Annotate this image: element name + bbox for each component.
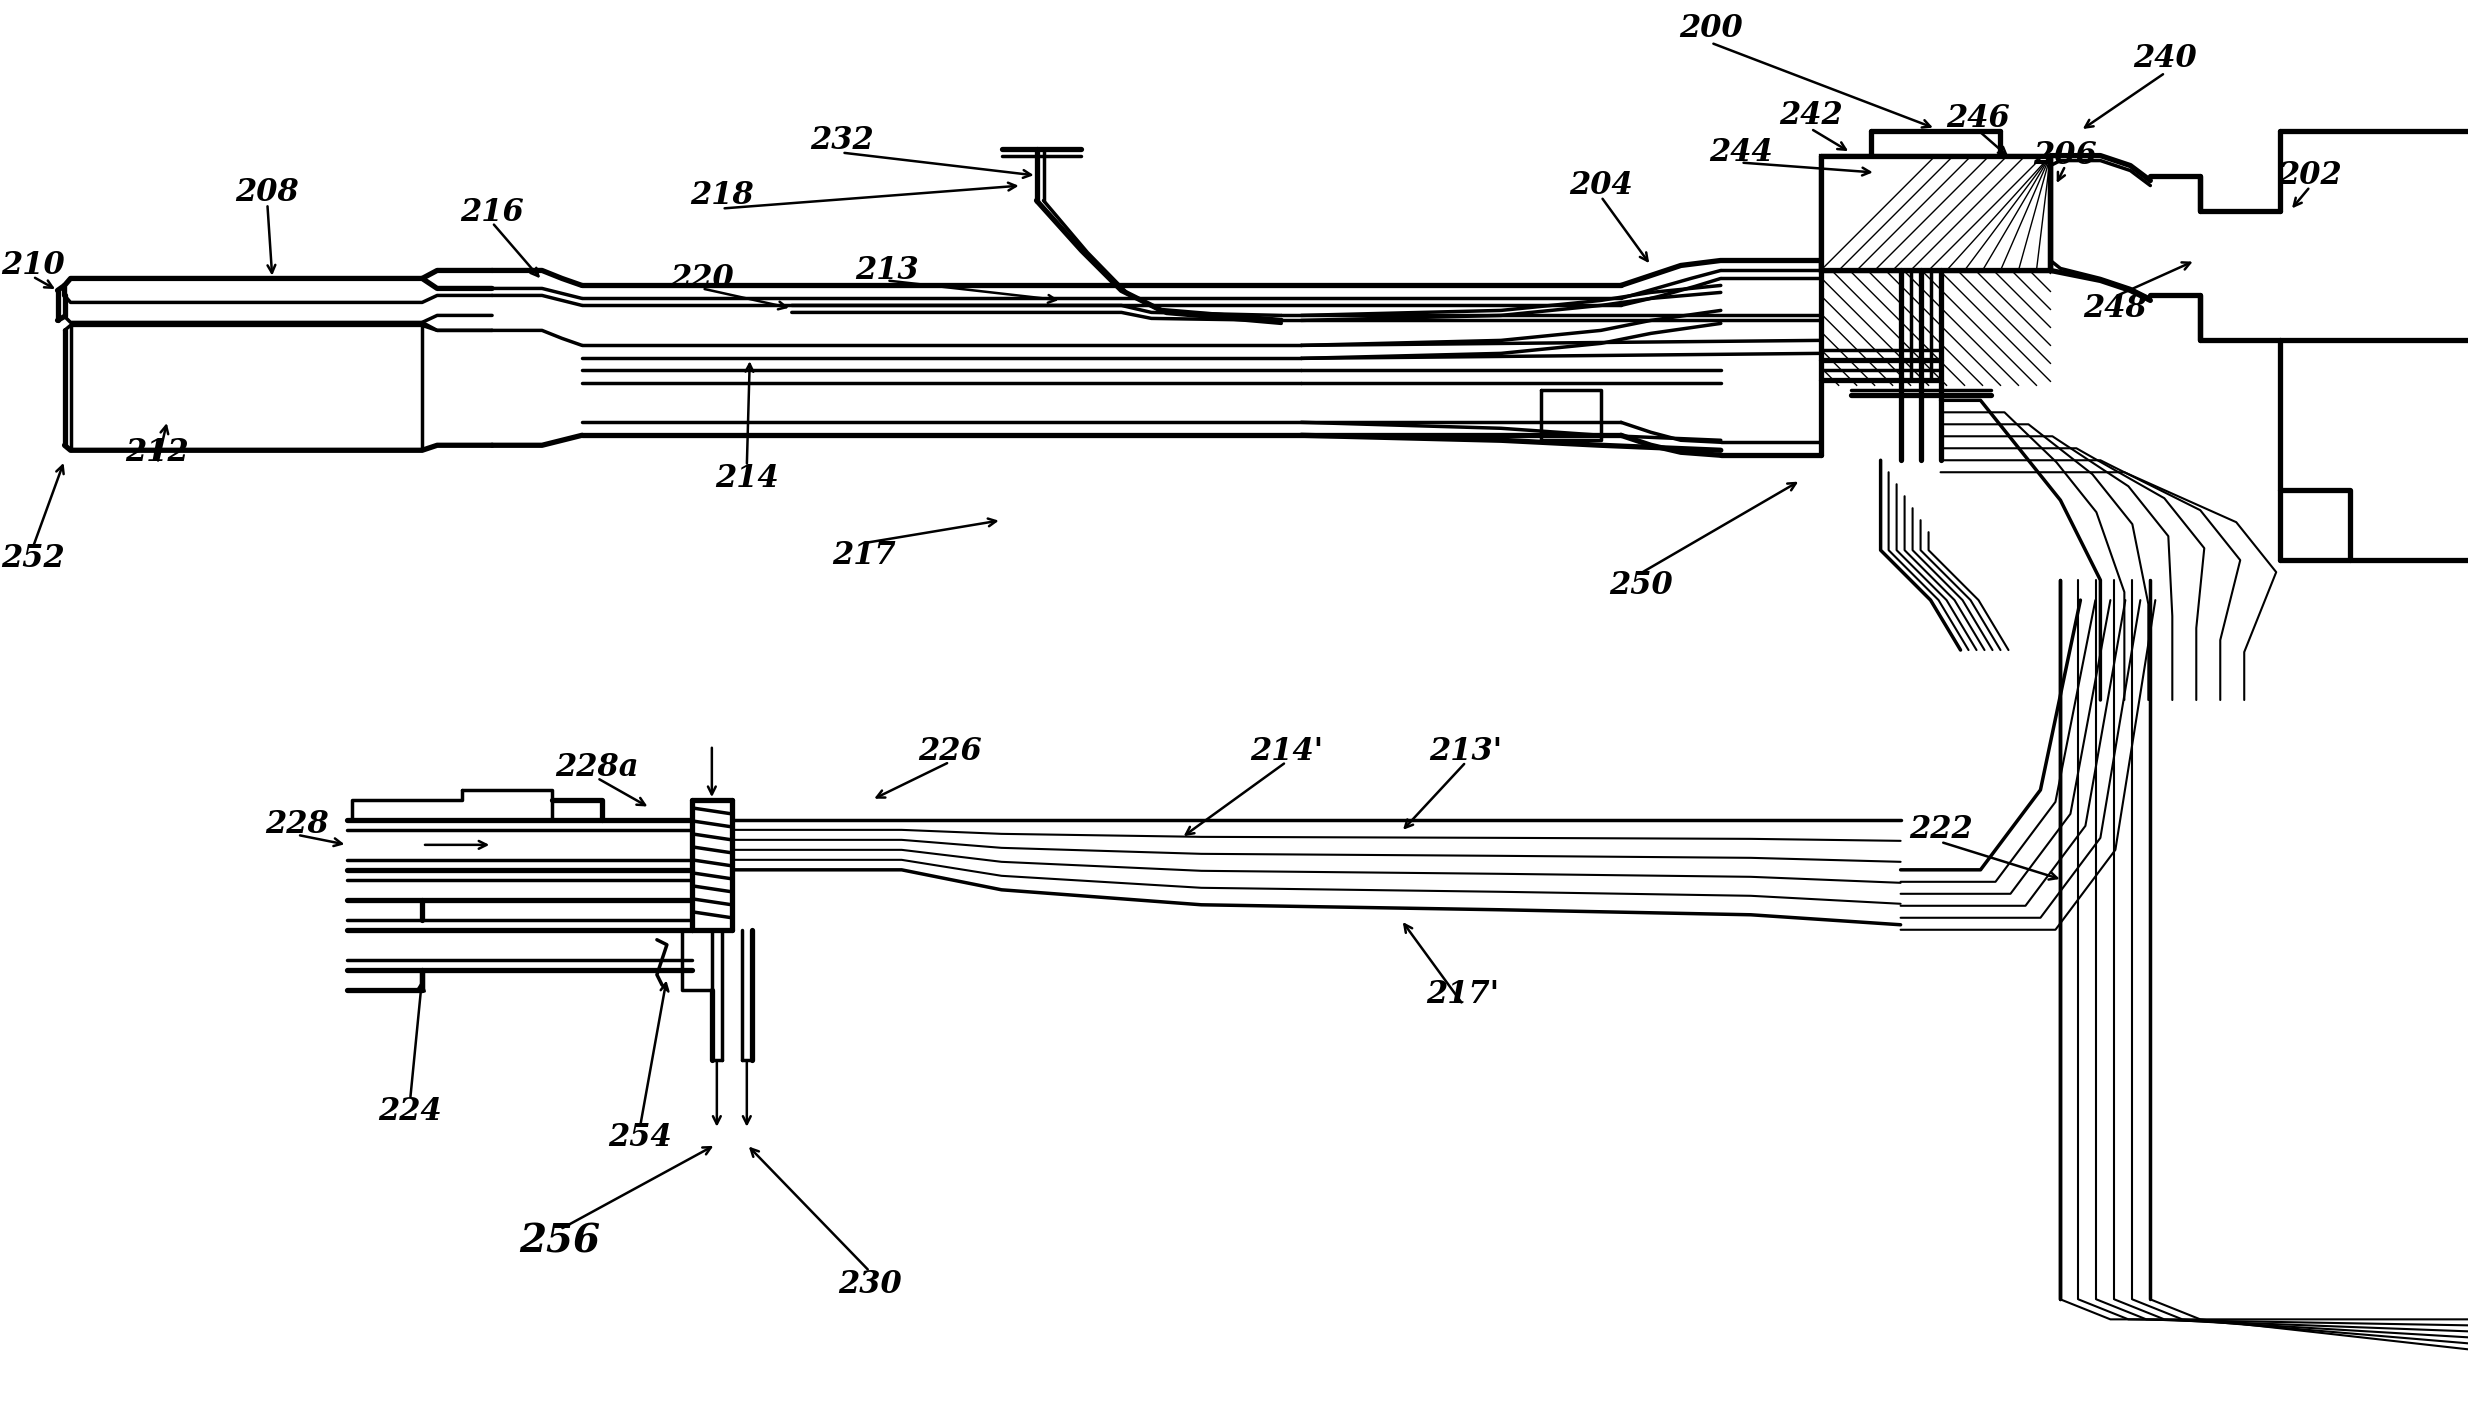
Text: 250: 250 <box>1609 569 1673 600</box>
Text: 200: 200 <box>1678 13 1742 45</box>
Text: 244: 244 <box>1708 137 1772 168</box>
Text: 204: 204 <box>1570 170 1634 200</box>
Text: 256: 256 <box>521 1223 600 1260</box>
Text: 222: 222 <box>1908 815 1972 845</box>
Text: 242: 242 <box>1779 100 1844 132</box>
Text: 213': 213' <box>1429 736 1503 767</box>
Text: 210: 210 <box>0 250 64 280</box>
Text: 248: 248 <box>2083 293 2147 324</box>
Text: 216: 216 <box>459 198 523 229</box>
Text: 208: 208 <box>234 177 299 207</box>
Text: 212: 212 <box>126 437 190 468</box>
Text: 246: 246 <box>1947 104 2011 135</box>
Text: 206: 206 <box>2034 140 2098 171</box>
Text: 217': 217' <box>1427 979 1501 1011</box>
Text: 228a: 228a <box>555 753 639 784</box>
Text: 224: 224 <box>378 1096 442 1127</box>
Text: 214': 214' <box>1249 736 1323 767</box>
Text: 213: 213 <box>854 255 918 286</box>
Text: 252: 252 <box>0 543 64 573</box>
Text: 218: 218 <box>691 179 753 212</box>
Text: 220: 220 <box>669 264 733 294</box>
Text: 254: 254 <box>607 1122 671 1152</box>
Text: 214: 214 <box>716 463 780 494</box>
Text: 232: 232 <box>810 125 874 156</box>
Bar <box>1821 156 2051 271</box>
Text: 226: 226 <box>918 736 982 767</box>
Text: 240: 240 <box>2132 43 2197 74</box>
Text: 202: 202 <box>2278 160 2342 191</box>
Text: 217: 217 <box>832 540 896 571</box>
Text: 230: 230 <box>837 1269 901 1300</box>
Text: 228: 228 <box>267 809 328 840</box>
